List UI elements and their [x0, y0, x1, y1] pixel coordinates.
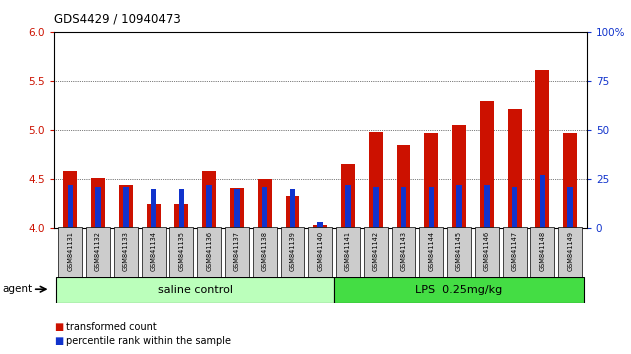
Bar: [503, 227, 526, 278]
Bar: [91, 178, 105, 228]
Bar: [420, 227, 443, 278]
Text: GSM841143: GSM841143: [401, 231, 406, 271]
Bar: [174, 204, 188, 228]
Text: GSM841137: GSM841137: [234, 231, 240, 271]
Bar: [262, 187, 268, 228]
Text: GSM841139: GSM841139: [290, 231, 295, 270]
Text: GSM841131: GSM841131: [68, 231, 73, 270]
Bar: [142, 227, 165, 278]
Bar: [334, 277, 584, 303]
Bar: [281, 227, 304, 278]
Bar: [179, 189, 184, 228]
Bar: [290, 189, 295, 228]
Text: GSM841140: GSM841140: [317, 231, 323, 271]
Text: GDS4429 / 10940473: GDS4429 / 10940473: [54, 12, 180, 25]
Bar: [68, 185, 73, 228]
Text: GSM841134: GSM841134: [151, 231, 156, 271]
Text: GSM841148: GSM841148: [540, 231, 545, 271]
Bar: [392, 227, 415, 278]
Bar: [257, 179, 271, 228]
Bar: [508, 109, 522, 228]
Bar: [452, 125, 466, 228]
Text: GSM841132: GSM841132: [95, 231, 101, 271]
Bar: [475, 227, 498, 278]
Bar: [447, 227, 471, 278]
Bar: [341, 165, 355, 228]
Text: transformed count: transformed count: [66, 322, 157, 332]
Bar: [456, 185, 462, 228]
Text: GSM841145: GSM841145: [456, 231, 462, 271]
Text: GSM841135: GSM841135: [179, 231, 184, 271]
Bar: [58, 227, 82, 278]
Bar: [285, 196, 299, 228]
Text: GSM841138: GSM841138: [262, 231, 268, 271]
Text: GSM841149: GSM841149: [567, 231, 573, 271]
Bar: [317, 222, 323, 228]
Bar: [230, 188, 244, 228]
Bar: [253, 227, 276, 278]
Bar: [119, 185, 133, 228]
Text: GSM841147: GSM841147: [512, 231, 517, 271]
Bar: [234, 189, 240, 228]
Bar: [146, 204, 160, 228]
Bar: [225, 227, 249, 278]
Text: saline control: saline control: [158, 285, 233, 295]
Bar: [364, 227, 387, 278]
Bar: [540, 175, 545, 228]
Bar: [336, 227, 360, 278]
Text: GSM841146: GSM841146: [484, 231, 490, 271]
Text: GSM841136: GSM841136: [206, 231, 212, 271]
Bar: [206, 185, 212, 228]
Bar: [425, 133, 439, 228]
Bar: [563, 133, 577, 228]
Bar: [86, 227, 110, 278]
Bar: [95, 187, 101, 228]
Bar: [369, 132, 383, 228]
Bar: [480, 101, 494, 228]
Bar: [170, 227, 193, 278]
Bar: [512, 187, 517, 228]
Bar: [558, 227, 582, 278]
Bar: [397, 145, 411, 228]
Bar: [114, 227, 138, 278]
Bar: [373, 187, 379, 228]
Text: percentile rank within the sample: percentile rank within the sample: [66, 336, 231, 346]
Bar: [151, 189, 156, 228]
Text: ■: ■: [54, 336, 63, 346]
Text: GSM841141: GSM841141: [345, 231, 351, 271]
Text: agent: agent: [2, 284, 32, 294]
Bar: [567, 187, 573, 228]
Text: LPS  0.25mg/kg: LPS 0.25mg/kg: [415, 285, 503, 295]
Text: GSM841142: GSM841142: [373, 231, 379, 271]
Text: ■: ■: [54, 322, 63, 332]
Bar: [123, 187, 129, 228]
Bar: [313, 225, 327, 228]
Bar: [484, 185, 490, 228]
Bar: [536, 70, 550, 228]
Bar: [309, 227, 332, 278]
Bar: [428, 187, 434, 228]
Bar: [56, 277, 334, 303]
Text: GSM841144: GSM841144: [428, 231, 434, 271]
Bar: [198, 227, 221, 278]
Bar: [63, 171, 77, 228]
Bar: [531, 227, 555, 278]
Bar: [345, 185, 351, 228]
Bar: [202, 171, 216, 228]
Bar: [401, 187, 406, 228]
Text: GSM841133: GSM841133: [123, 231, 129, 270]
